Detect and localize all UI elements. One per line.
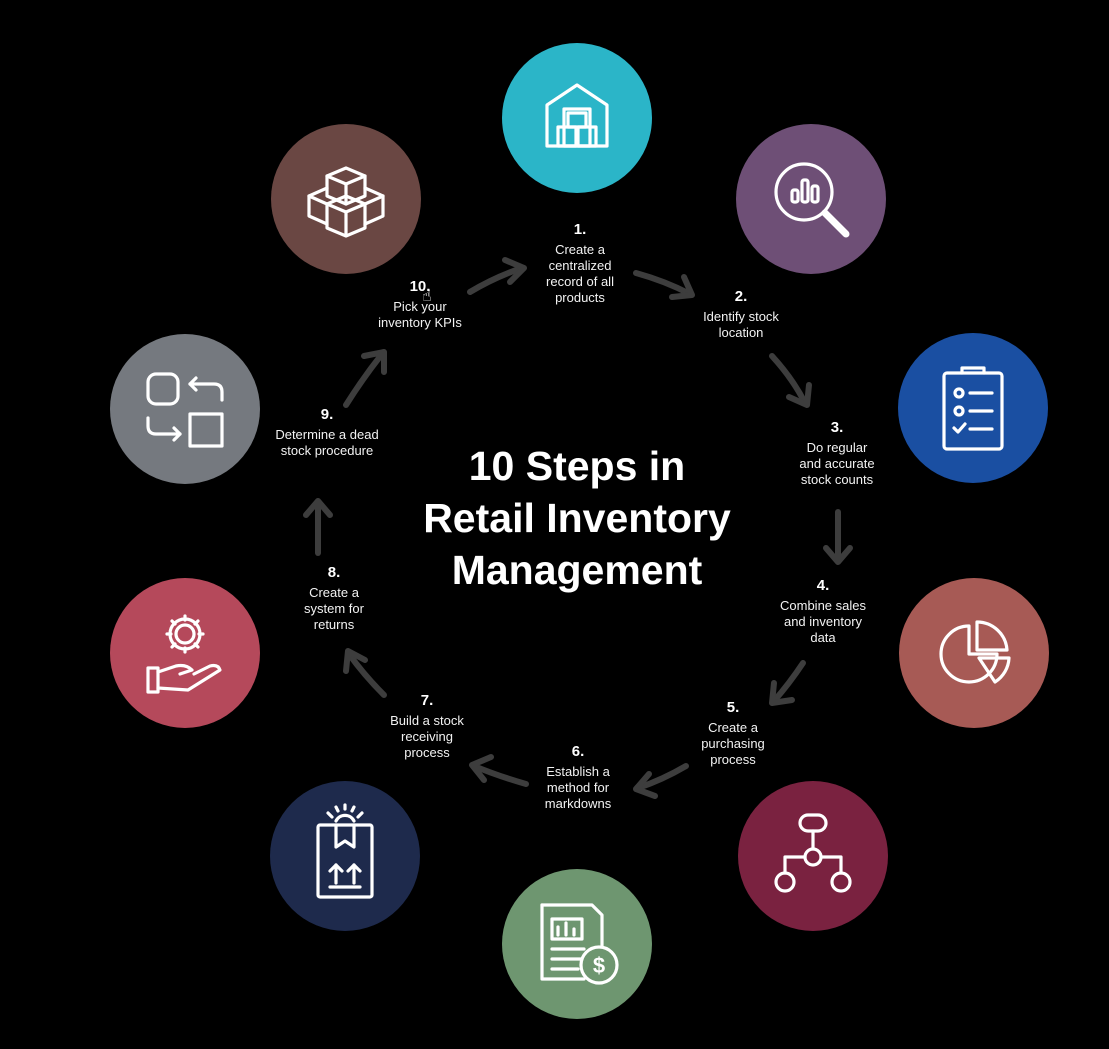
- step-1-text: Create a centralized record of all produ…: [546, 242, 614, 305]
- clipboard-checklist-icon: [942, 366, 1004, 451]
- step-8-number: 8.: [327, 564, 341, 581]
- svg-text:$: $: [593, 953, 605, 978]
- step-1-number: 1.: [573, 221, 587, 238]
- step-10-number: 10.: [409, 278, 431, 295]
- step-5-number: 5.: [726, 699, 740, 716]
- arrow-10-to-1: [467, 257, 527, 295]
- step-10-circle: [271, 124, 421, 274]
- title-line-1: 10 Steps in: [468, 443, 686, 489]
- step-10-text: Pick your inventory KPIs: [378, 299, 462, 330]
- step-7-label: 7. Build a stock receiving process: [352, 693, 502, 761]
- step-8-circle: [110, 578, 260, 728]
- step-3-text: Do regular and accurate stock counts: [799, 440, 875, 487]
- step-4-label: 4. Combine sales and inventory data: [748, 578, 898, 646]
- step-6-number: 6.: [571, 743, 585, 760]
- arrow-4-to-5: [769, 660, 806, 706]
- arrow-1-to-2: [633, 270, 695, 300]
- arrow-9-to-10: [343, 349, 387, 408]
- warehouse-icon: [545, 83, 609, 148]
- step-7-text: Build a stock receiving process: [390, 713, 464, 760]
- step-3-number: 3.: [830, 419, 844, 436]
- arrow-8-to-9: [303, 498, 333, 556]
- title-line-2: Retail Inventory: [423, 495, 731, 541]
- flowchart-icon: [774, 813, 852, 893]
- magnifier-chart-icon: [774, 162, 850, 238]
- step-2-number: 2.: [734, 288, 748, 305]
- invoice-dollar-icon: $: [540, 903, 619, 985]
- step-9-number: 9.: [320, 406, 334, 423]
- step-5-label: 5. Create a purchasing process: [658, 700, 808, 768]
- diagram-title: 10 Steps in Retail Inventory Management: [372, 440, 782, 596]
- step-5-circle: [738, 781, 888, 931]
- arrow-3-to-4: [823, 509, 853, 565]
- step-5-text: Create a purchasing process: [701, 720, 765, 767]
- arrow-6-to-7: [469, 754, 529, 787]
- step-7-number: 7.: [420, 692, 434, 709]
- step-1-label: 1. Create a centralized record of all pr…: [505, 222, 655, 306]
- step-10-label: 10. Pick your inventory KPIs: [345, 279, 495, 331]
- step-8-label: 8. Create a system for returns: [259, 565, 409, 633]
- step-4-circle: [899, 578, 1049, 728]
- package-gear-icon: [316, 803, 374, 899]
- step-9-label: 9. Determine a dead stock procedure: [252, 407, 402, 459]
- stacked-boxes-icon: [307, 166, 385, 238]
- step-2-text: Identify stock location: [703, 309, 779, 340]
- step-4-number: 4.: [816, 577, 830, 594]
- step-9-circle: [110, 334, 260, 484]
- step-6-text: Establish a method for markdowns: [544, 764, 612, 811]
- step-6-circle: $: [502, 869, 652, 1019]
- step-3-label: 3. Do regular and accurate stock counts: [762, 420, 912, 488]
- step-9-text: Determine a dead stock procedure: [275, 427, 379, 458]
- step-7-circle: [270, 781, 420, 931]
- step-1-circle: [502, 43, 652, 193]
- step-2-label: 2. Identify stock location: [666, 289, 816, 341]
- step-2-circle: [736, 124, 886, 274]
- title-line-3: Management: [451, 547, 703, 593]
- arrow-5-to-6: [633, 763, 689, 799]
- arrow-2-to-3: [769, 353, 812, 408]
- step-6-label: 6. Establish a method for markdowns: [503, 744, 653, 812]
- step-8-text: Create a system for returns: [304, 585, 364, 632]
- swap-shapes-icon: [146, 372, 224, 448]
- pie-chart-icon: [939, 620, 1011, 684]
- arrow-7-to-8: [343, 648, 387, 698]
- step-3-circle: [898, 333, 1048, 483]
- hand-cursor-icon: ☝: [422, 288, 432, 305]
- step-4-text: Combine sales and inventory data: [780, 598, 866, 645]
- hand-gear-icon: [146, 614, 222, 694]
